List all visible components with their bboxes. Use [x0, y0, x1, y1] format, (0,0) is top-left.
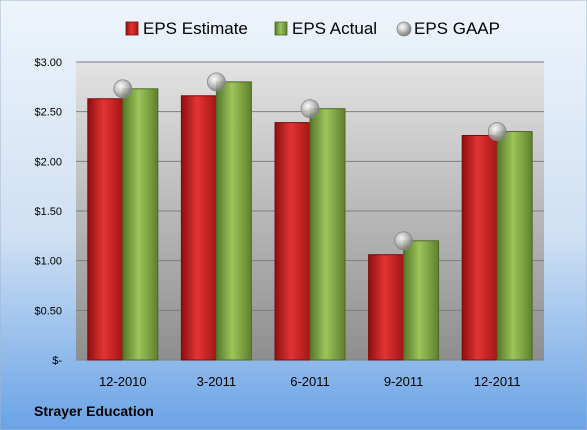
bar-eps-estimate — [180, 95, 217, 361]
company-name: Strayer Education — [34, 403, 154, 419]
marker-eps-gaap — [487, 122, 507, 141]
legend-label: EPS Estimate — [143, 19, 248, 38]
y-tick-label: $1.50 — [34, 206, 62, 218]
marker-eps-gaap — [113, 79, 133, 99]
x-tick-label: 12-2010 — [99, 374, 147, 389]
bar-eps-actual — [496, 131, 533, 361]
legend-swatch-eps-gaap — [396, 21, 412, 37]
y-tick-label: $2.50 — [34, 107, 62, 119]
x-axis-labels: 12-2010 3-2011 6-2011 9-2011 12-2011 — [99, 374, 521, 389]
bar-eps-actual — [309, 108, 346, 361]
bar-eps-actual — [403, 240, 440, 361]
x-tick-label: 12-2011 — [474, 374, 521, 389]
x-tick-label: 3-2011 — [197, 374, 237, 389]
bar-eps-actual — [215, 81, 252, 361]
legend-swatch-eps-estimate — [125, 21, 139, 36]
legend: EPS Estimate EPS Actual EPS GAAP — [125, 19, 500, 38]
marker-eps-gaap — [300, 99, 320, 119]
x-tick-label: 6-2011 — [290, 374, 330, 389]
bar-eps-estimate — [368, 254, 405, 361]
marker-eps-gaap — [206, 72, 226, 92]
gaap-markers — [113, 72, 507, 251]
y-tick-label: $- — [52, 355, 62, 367]
bars — [87, 81, 533, 361]
y-tick-label: $2.00 — [34, 156, 62, 168]
legend-label: EPS GAAP — [414, 19, 500, 38]
legend-label: EPS Actual — [292, 19, 377, 38]
x-tick-label: 9-2011 — [384, 374, 424, 389]
y-axis: $- $0.50 $1.00 $1.50 $2.00 $2.50 $3.00 — [34, 57, 62, 367]
y-tick-label: $3.00 — [34, 57, 62, 69]
y-tick-label: $1.00 — [34, 256, 62, 268]
bar-eps-estimate — [87, 98, 124, 361]
bar-eps-estimate — [461, 135, 498, 361]
bar-eps-estimate — [274, 122, 311, 361]
y-tick-label: $0.50 — [34, 305, 62, 317]
marker-eps-gaap — [394, 231, 414, 251]
legend-swatch-eps-actual — [274, 21, 288, 36]
bar-eps-actual — [122, 88, 159, 361]
